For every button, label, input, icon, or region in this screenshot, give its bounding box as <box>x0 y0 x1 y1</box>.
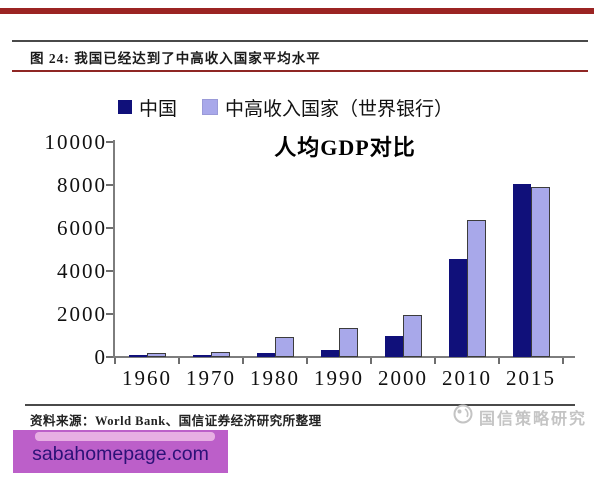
x-axis-line <box>115 356 575 358</box>
bar-1960-series-0 <box>128 355 147 357</box>
x-tick <box>370 358 372 364</box>
legend-label: 中高收入国家（世界银行） <box>225 98 454 120</box>
y-tick <box>106 141 113 143</box>
bar-2015-series-1 <box>531 186 550 357</box>
header-rule-top <box>12 40 588 42</box>
bar-1960-series-1 <box>147 353 166 357</box>
x-tick <box>498 358 500 364</box>
bar-1990-series-0 <box>320 350 339 357</box>
x-tick <box>242 358 244 364</box>
source-note: 资料来源：World Bank、国信证券经济研究所整理 <box>30 414 322 428</box>
figure-title: 我国已经达到了中高收入国家平均水平 <box>74 51 321 66</box>
x-tick-label: 2015 <box>506 366 556 390</box>
bar-2010-series-1 <box>467 220 486 357</box>
bar-1970-series-1 <box>211 351 230 357</box>
bar-1980-series-0 <box>256 352 275 357</box>
x-tick <box>562 358 564 364</box>
legend-swatch-icon <box>118 100 132 114</box>
bar-2000-series-0 <box>384 336 403 357</box>
watermark-highlight-strip <box>35 432 215 441</box>
x-tick <box>306 358 308 364</box>
y-tick-label: 4000 <box>57 259 107 283</box>
x-tick <box>434 358 436 364</box>
brand-mark: 国信策略研究 <box>452 403 587 430</box>
x-tick-label: 2000 <box>378 366 428 390</box>
figure-caption: 图 24: 我国已经达到了中高收入国家平均水平 <box>30 47 321 67</box>
watermark-banner: sabahomepage.com <box>13 430 228 473</box>
x-tick <box>114 358 116 364</box>
y-tick-label: 6000 <box>57 216 107 240</box>
legend-swatch-icon <box>202 99 218 115</box>
y-tick <box>106 227 113 229</box>
x-tick-label: 1980 <box>250 366 300 390</box>
figure-label: 图 24: <box>30 51 70 66</box>
brand-logo-icon <box>452 403 474 430</box>
top-accent-bar <box>0 8 594 14</box>
x-tick-label: 2010 <box>442 366 492 390</box>
x-tick <box>178 358 180 364</box>
legend-item-0: 中国 <box>118 98 177 120</box>
bar-1970-series-0 <box>192 354 211 357</box>
bar-1980-series-1 <box>275 336 294 357</box>
brand-text: 国信策略研究 <box>479 410 588 428</box>
y-tick <box>106 184 113 186</box>
footer-rule <box>25 404 575 406</box>
header-rule-bottom <box>12 70 588 72</box>
bar-2000-series-1 <box>403 314 422 357</box>
y-tick <box>106 270 113 272</box>
legend-label: 中国 <box>139 98 178 120</box>
y-tick-label: 8000 <box>57 173 107 197</box>
y-tick <box>106 356 113 358</box>
x-tick-label: 1970 <box>186 366 236 390</box>
bar-2015-series-0 <box>512 183 531 357</box>
chart-title: 人均GDP对比 <box>274 135 416 160</box>
y-tick-label: 0 <box>94 345 107 369</box>
watermark-text: sabahomepage.com <box>32 443 209 465</box>
y-tick-label: 10000 <box>44 130 107 154</box>
y-axis-line <box>113 140 115 358</box>
y-tick <box>106 313 113 315</box>
bar-1990-series-1 <box>339 328 358 357</box>
legend-item-1: 中高收入国家（世界银行） <box>202 98 453 120</box>
y-tick-label: 2000 <box>57 302 107 326</box>
bar-2010-series-0 <box>448 258 467 357</box>
x-tick-label: 1960 <box>122 366 172 390</box>
x-tick-label: 1990 <box>314 366 364 390</box>
